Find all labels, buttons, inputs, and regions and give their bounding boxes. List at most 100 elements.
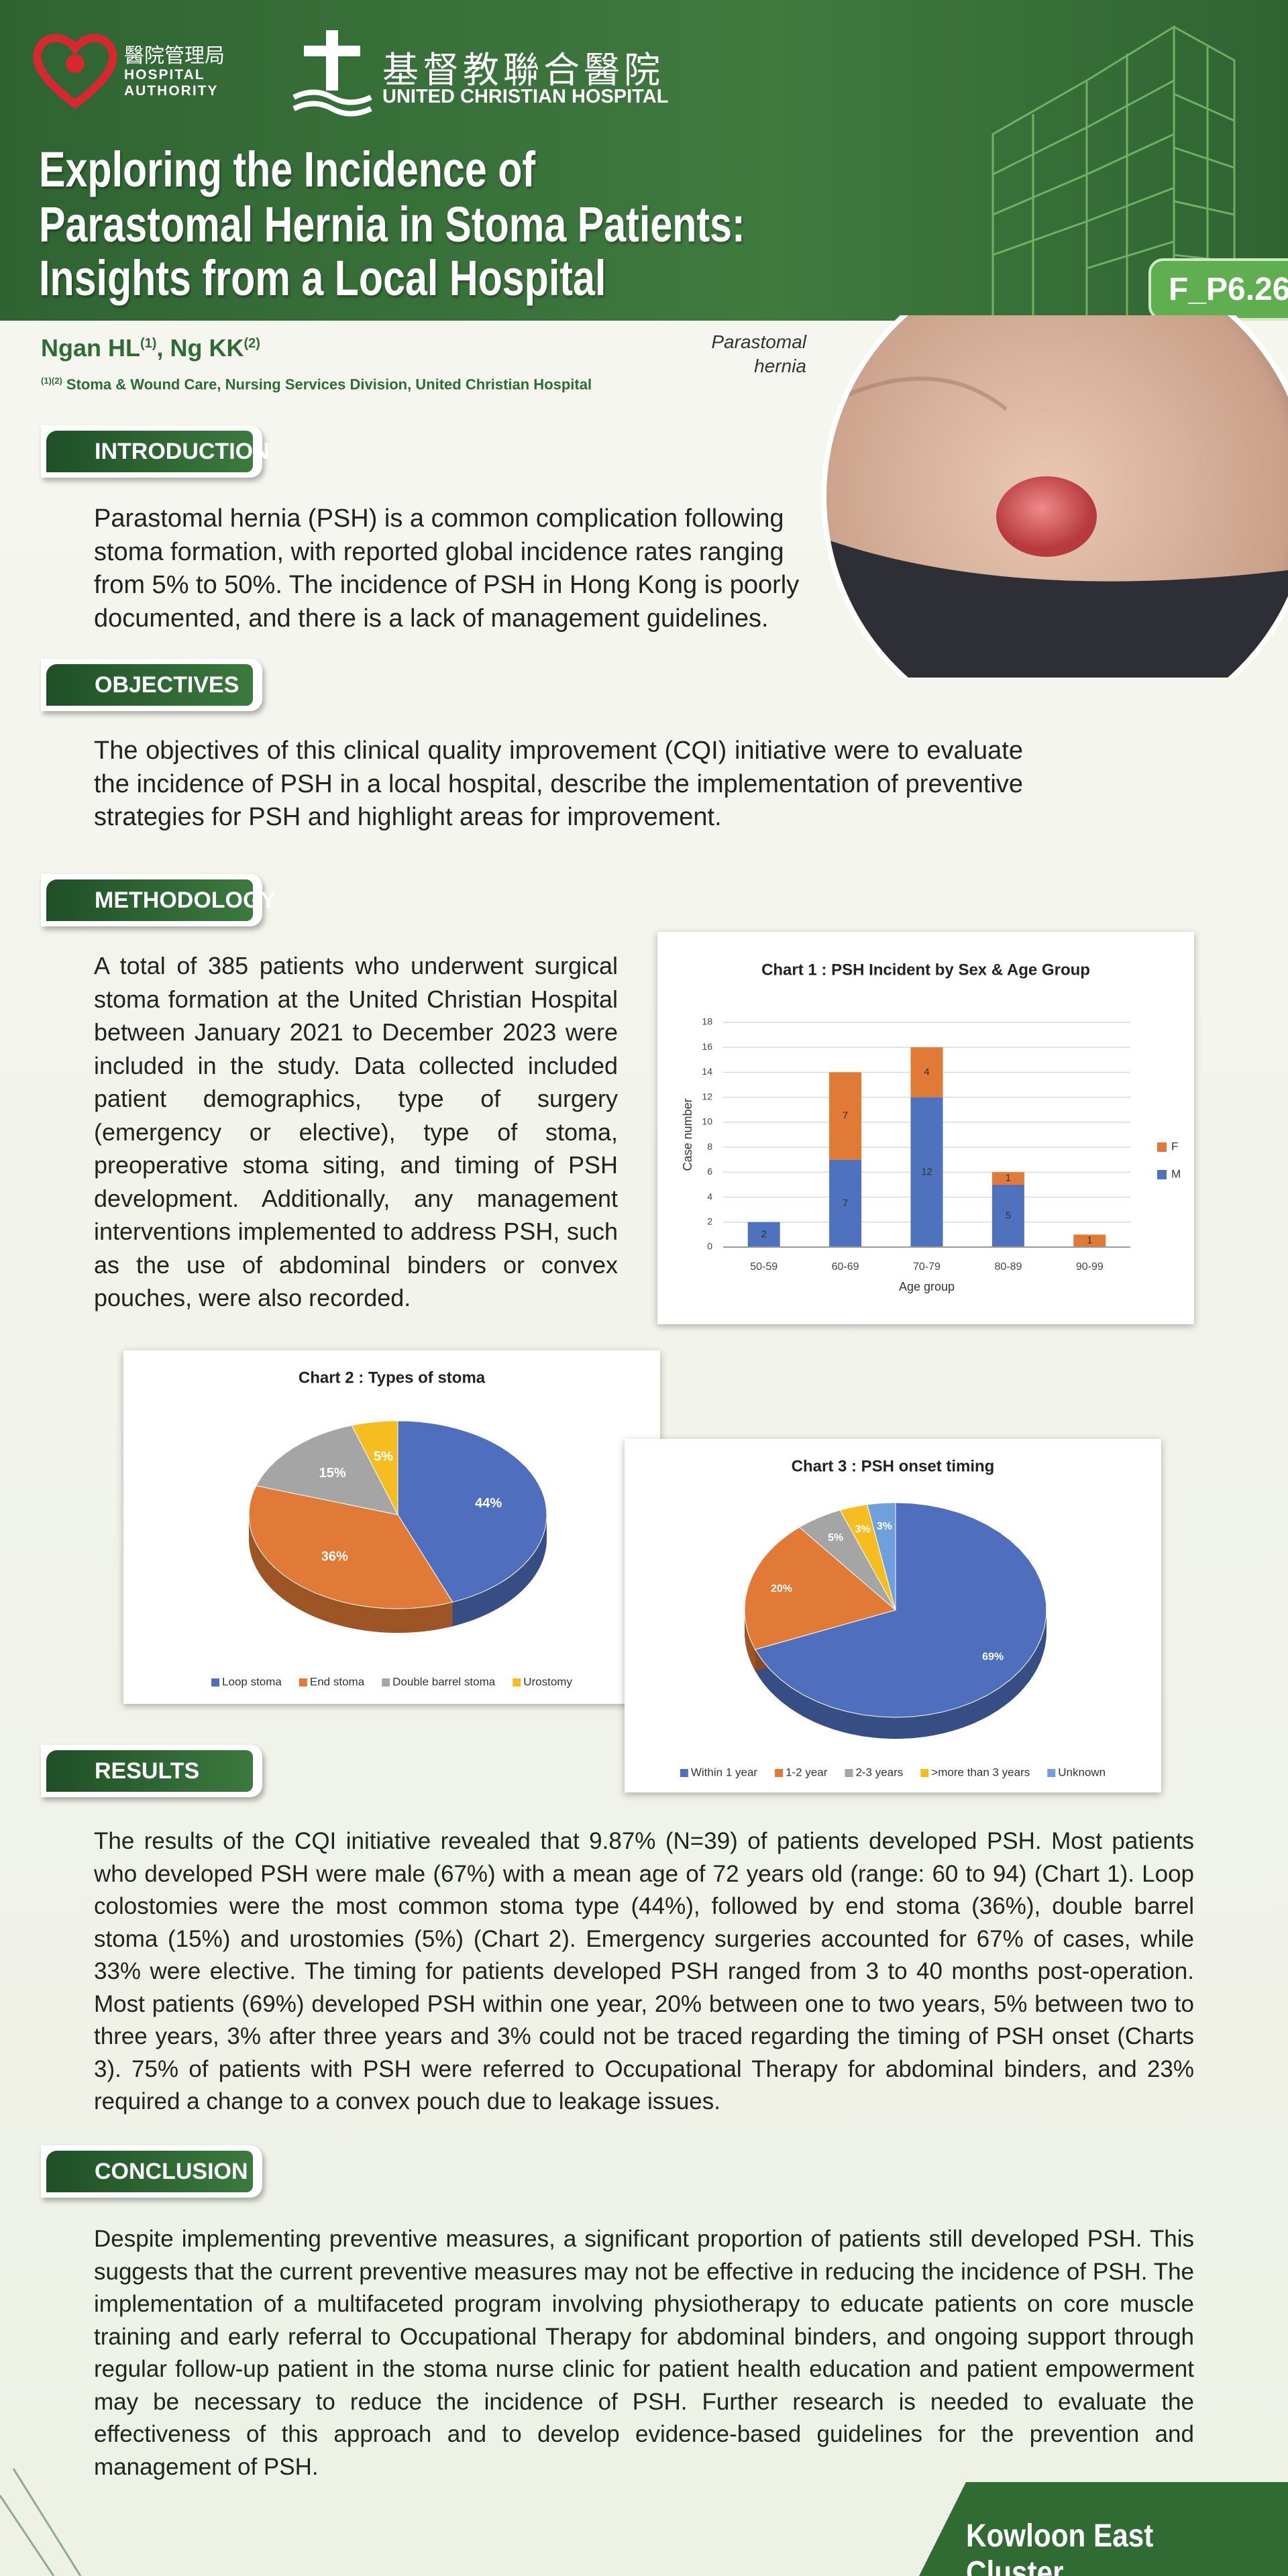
bar-segment [910,1097,943,1247]
y-tick-label: 8 [707,1141,712,1152]
section-heading: CONCLUSION [41,2145,262,2198]
legend-swatch [920,1769,929,1777]
heading-text: CONCLUSION [46,2151,253,2192]
y-tick-label: 4 [707,1191,712,1201]
y-tick-label: 18 [702,1016,712,1027]
data-label: 15% [319,1466,346,1481]
data-label: 12 [921,1166,932,1177]
separator: , [156,334,170,362]
section-body: A total of 385 patients who underwent su… [94,952,618,1311]
chart-box: Chart 3 : PSH onset timing 69% 20% 5% 3% 3% Wi… [625,1439,1161,1792]
bar-segment [991,1172,1024,1185]
x-tick-label: 60-69 [832,1261,859,1273]
poster-code: F_P6.26 [1148,258,1288,321]
legend-label: Unknown [1058,1766,1106,1778]
ha-en: HOSPITAL [124,67,205,83]
ha-en: AUTHORITY [124,83,219,99]
pie-side [745,1610,755,1671]
pie-side [452,1515,547,1627]
chart-title: Chart 1 : PSH Incident by Sex & Age Grou… [761,961,1090,979]
chart-title: Chart 2 : Types of stoma [299,1368,486,1387]
legend: Loop stoma End stoma Double barrel stoma Ur… [211,1675,572,1688]
section-heading: OBJECTIVES [41,659,262,711]
data-label: 5 [1006,1210,1011,1221]
legend-swatch [680,1769,688,1777]
author-sup: (2) [244,336,260,351]
ha-zh: 醫院管理局 [124,44,225,68]
bar-segment [829,1159,862,1247]
legend-swatch [299,1678,307,1686]
pie-slice [397,1420,547,1603]
title-line: Exploring the Incidence of [39,142,536,197]
chart: Chart 3 : PSH onset timing 69% 20% 5% 3% 3% Wi… [680,1457,1106,1778]
section-heading: RESULTS [41,1745,262,1797]
data-label: 5% [374,1450,393,1464]
y-tick-label: 14 [702,1066,712,1077]
chart: Chart 1 : PSH Incident by Sex & Age Grou… [681,961,1181,1293]
legend-swatch [513,1678,521,1686]
legend-swatch [1047,1769,1056,1777]
chart-box: Chart 1 : PSH Incident by Sex & Age Grou… [657,932,1194,1324]
legend-swatch [845,1769,853,1777]
data-label: 20% [771,1583,792,1595]
section-heading: METHODOLOGY [41,874,276,926]
bar-segment [829,1072,862,1160]
section-body: Parastomal hernia (PSH) is a common comp… [94,504,800,633]
photo [821,315,1288,678]
data-label: 4 [924,1066,929,1077]
data-label: 2 [761,1228,767,1240]
heading-text: RESULTS [46,1750,253,1792]
legend-swatch [1157,1142,1167,1152]
legend-swatch [382,1678,390,1686]
title-line: Parastomal Hernia in Stoma Patients: [39,197,745,252]
data-label: 1 [1006,1173,1011,1184]
bar-segment [1073,1234,1106,1247]
data-label: 3% [855,1523,870,1535]
y-tick-label: 2 [707,1216,712,1226]
chart: Chart 2 : Types of stoma 44% 36% 15% 5% Loop … [211,1368,572,1688]
uch-zh: 基督教聯合醫院 [382,49,664,91]
photo-caption: Parastomal hernia [698,330,806,378]
ha-logo [33,34,117,109]
author: Ngan HL [41,334,140,362]
legend-label: F [1171,1140,1178,1152]
pie-slice [839,1504,896,1611]
x-tick-label: 90-99 [1076,1261,1104,1273]
footer-art [0,2468,1288,2576]
authors: Ngan HL(1), Ng KK(2) [41,334,260,362]
legend-label: 1-2 year [786,1766,828,1778]
pie-slice [798,1509,896,1611]
heading-text: OBJECTIVES [46,664,253,706]
legend-swatch [775,1769,784,1777]
pie-side [755,1610,1046,1739]
caption-line: Parastomal [711,331,806,352]
legend-label: Urostomy [523,1675,572,1688]
y-tick-label: 0 [707,1241,712,1252]
data-label: 3% [877,1521,892,1532]
chart-box: Chart 2 : Types of stoma 44% 36% 15% 5% Loop … [123,1350,660,1704]
pie-slice [351,1420,398,1515]
bar-segment [991,1184,1024,1247]
legend-label: >more than 3 years [931,1766,1030,1778]
y-tick-label: 6 [707,1166,712,1177]
data-label: 1 [1087,1235,1092,1246]
affiliation-sup: (1)(2) [41,376,62,386]
legend-label: 2-3 years [855,1766,903,1778]
footer-text: Kowloon East Cluster [966,2518,1154,2576]
legend-label: End stoma [310,1675,365,1688]
uch-logo [292,30,372,117]
bar-segment [747,1222,780,1247]
affiliation: (1)(2) Stoma & Wound Care, Nursing Servi… [41,376,592,393]
legend-label: Within 1 year [691,1766,758,1778]
x-tick-label: 70-79 [913,1261,941,1273]
legend-label: Loop stoma [222,1675,282,1688]
legend-swatch [211,1678,220,1686]
pie-slice [867,1502,896,1611]
legend-label: M [1171,1167,1181,1180]
data-label: 7 [843,1110,848,1122]
x-tick-label: 50-59 [750,1261,777,1273]
x-tick-label: 80-89 [994,1261,1022,1273]
x-axis-label: Age group [899,1280,955,1293]
section-body: The results of the CQI initiative reveal… [94,1828,1194,2114]
